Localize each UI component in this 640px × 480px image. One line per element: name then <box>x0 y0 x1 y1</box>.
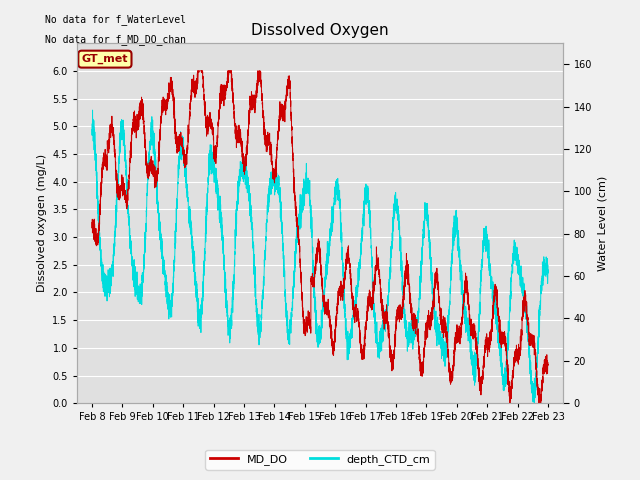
Text: No data for f_WaterLevel: No data for f_WaterLevel <box>45 14 186 25</box>
Text: No data for f_MD_DO_chan: No data for f_MD_DO_chan <box>45 34 186 45</box>
Title: Dissolved Oxygen: Dissolved Oxygen <box>251 23 389 38</box>
Legend: MD_DO, depth_CTD_cm: MD_DO, depth_CTD_cm <box>205 450 435 469</box>
Y-axis label: Dissolved oxygen (mg/L): Dissolved oxygen (mg/L) <box>36 154 47 292</box>
Text: GT_met: GT_met <box>82 54 128 64</box>
Y-axis label: Water Level (cm): Water Level (cm) <box>598 176 607 271</box>
